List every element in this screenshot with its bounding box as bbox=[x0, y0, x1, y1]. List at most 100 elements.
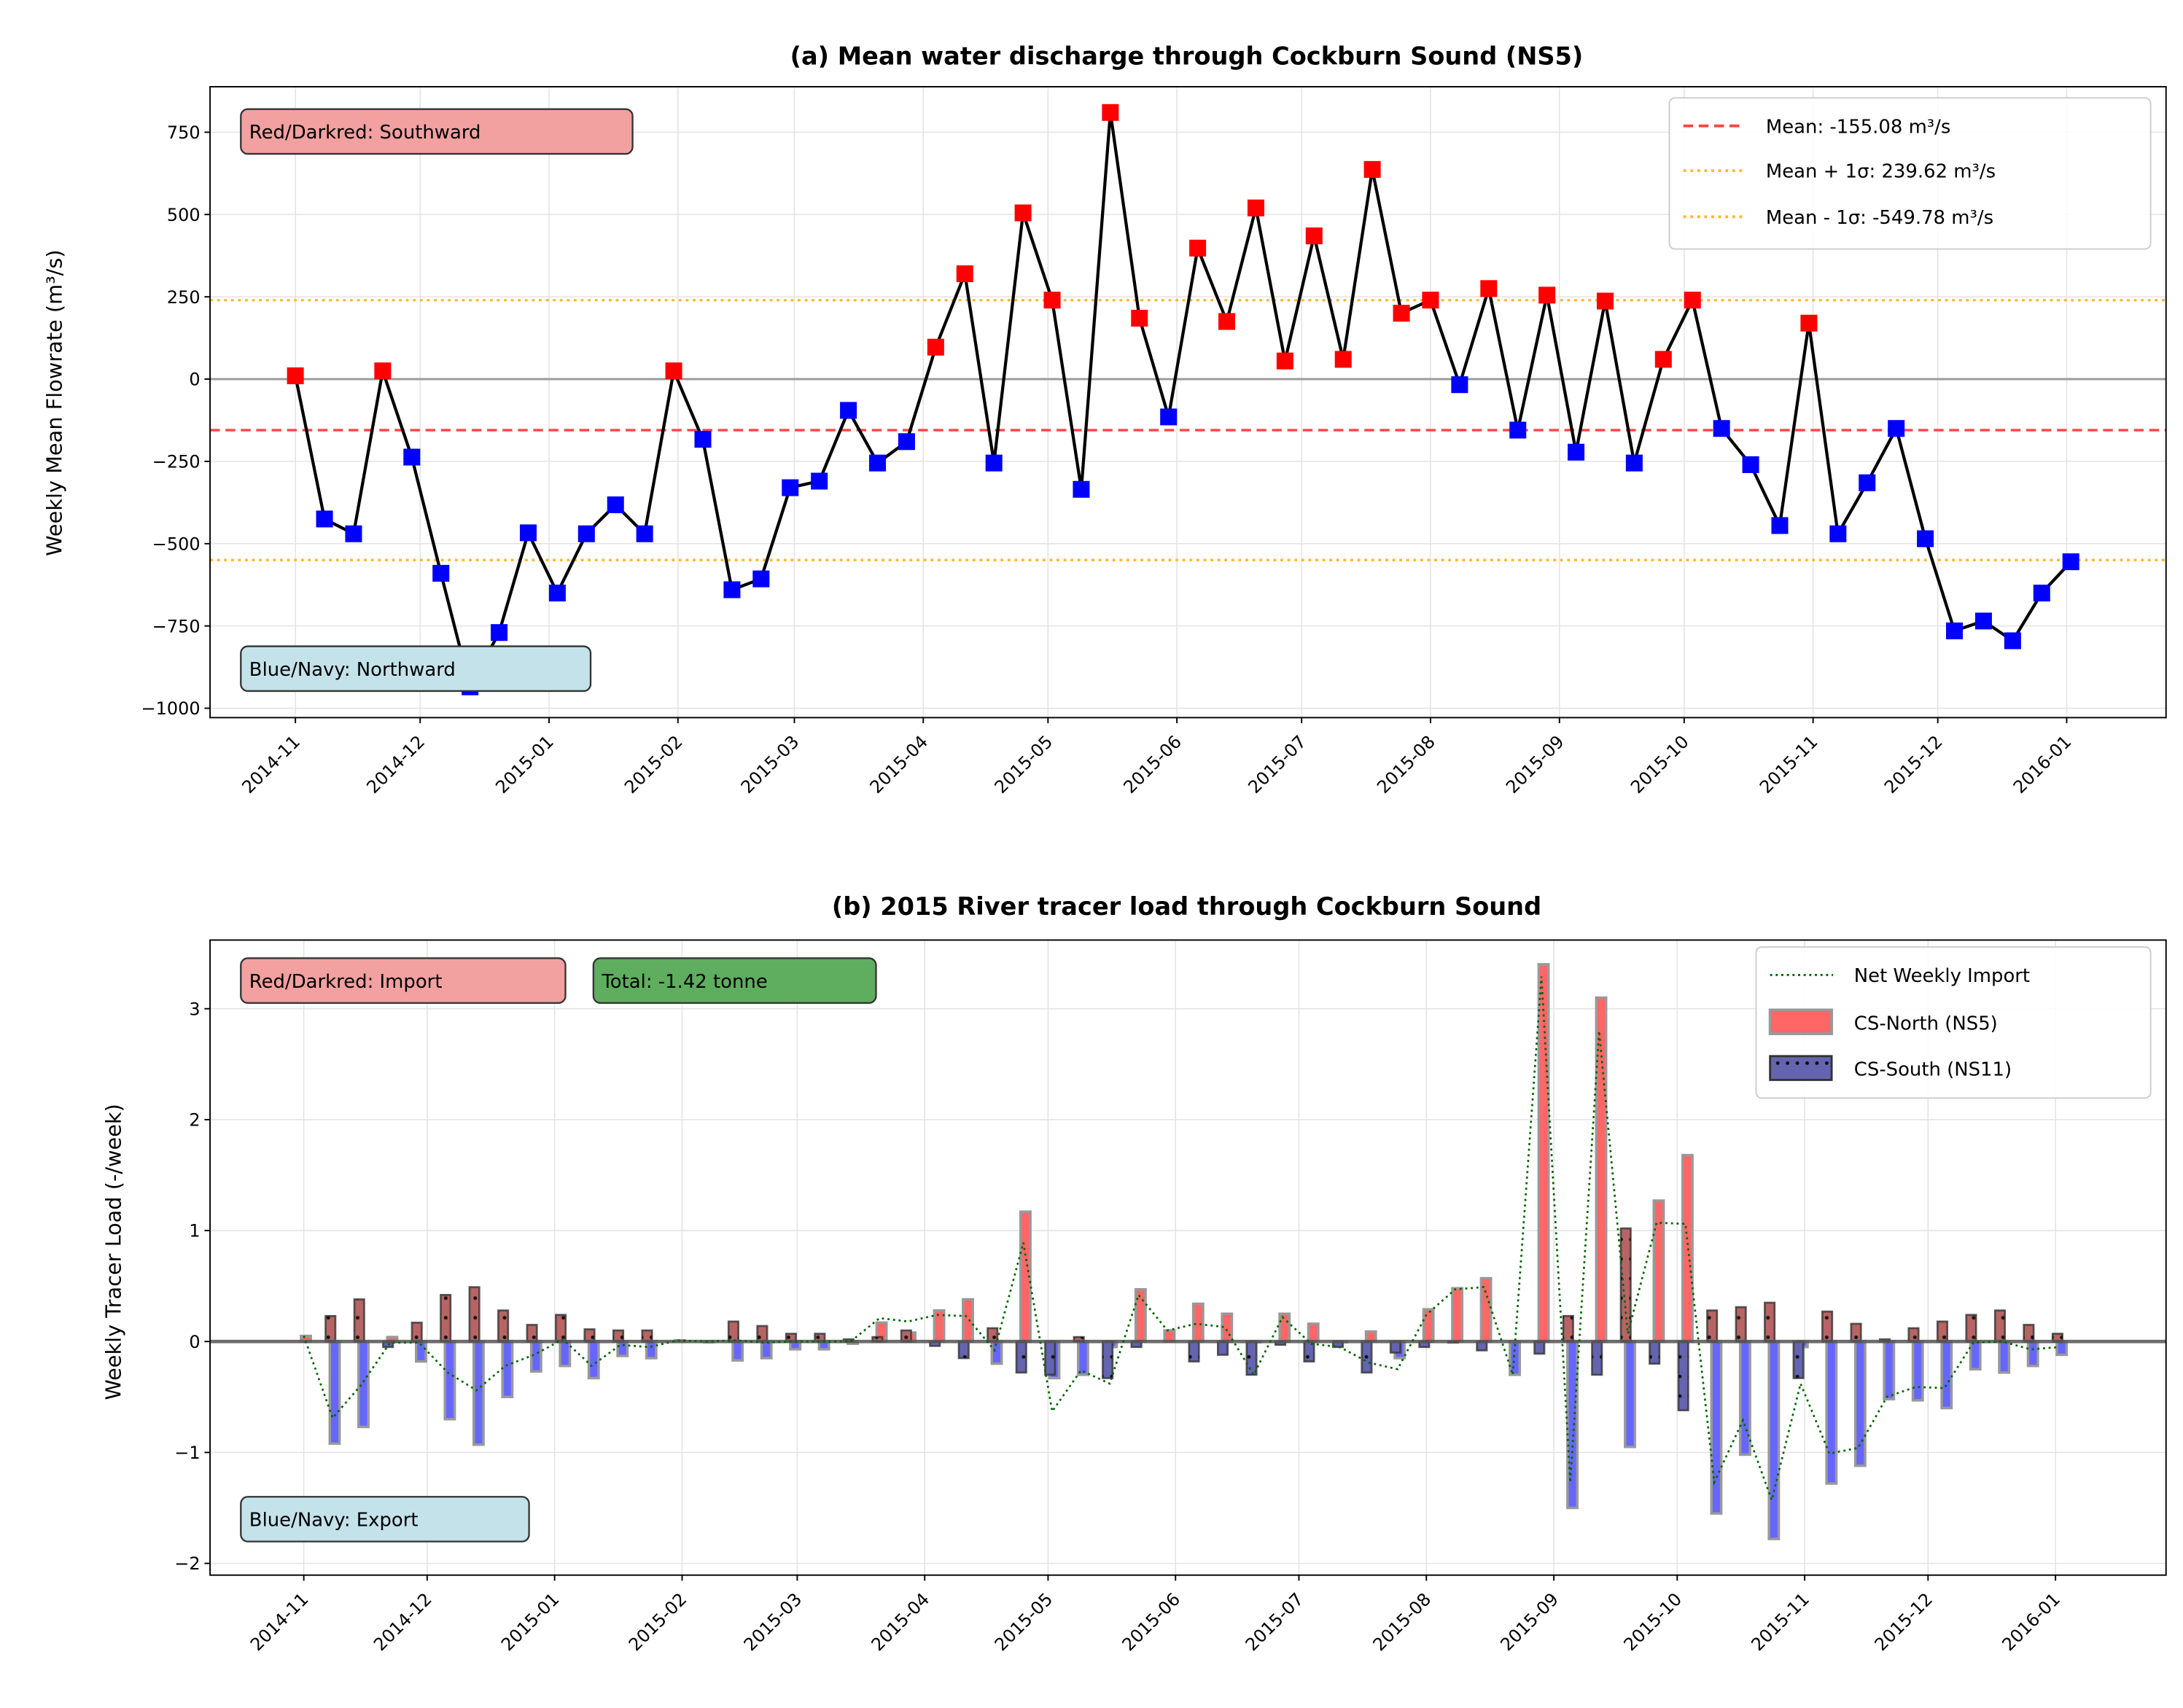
y-tick-label: −1 bbox=[174, 1443, 200, 1463]
ns11-bar-hatch bbox=[872, 1337, 883, 1342]
ns11-bar-hatch bbox=[786, 1333, 796, 1342]
ns5-bar bbox=[1710, 1340, 1723, 1515]
ns5-bar bbox=[501, 1340, 514, 1399]
ns11-bar-hatch bbox=[728, 1321, 739, 1342]
legend-mean-label: Mean: -155.08 m³/s bbox=[1766, 116, 1950, 138]
flowrate-point bbox=[636, 525, 653, 542]
x-tick-label: 2015-10 bbox=[1627, 731, 1693, 798]
ns11-bar-hatch bbox=[1822, 1311, 1832, 1342]
ns5-bar bbox=[1422, 1308, 1435, 1343]
ns11-bar-hatch bbox=[814, 1333, 825, 1342]
flowrate-point bbox=[1393, 305, 1410, 322]
ns5-bar bbox=[760, 1340, 773, 1360]
ns11-bar-hatch bbox=[526, 1325, 537, 1342]
annotation-southward-text: Red/Darkred: Southward bbox=[249, 122, 481, 144]
ns11-bar-hatch bbox=[411, 1322, 422, 1342]
flowrate-point bbox=[491, 624, 508, 642]
flowrate-point bbox=[1363, 160, 1381, 178]
annotation-total-text: Total: -1.42 tonne bbox=[601, 971, 767, 993]
panel-a-plot bbox=[210, 104, 2166, 695]
annotation-northward: Blue/Navy: Northward bbox=[240, 645, 592, 693]
annotation-import-text: Red/Darkred: Import bbox=[249, 971, 443, 993]
x-tick-label: 2015-11 bbox=[1747, 1589, 1813, 1656]
flowrate-point bbox=[548, 585, 566, 602]
ns11-bar-hatch bbox=[987, 1327, 997, 1342]
ns11-bar-hatch bbox=[1735, 1307, 1746, 1342]
flowrate-point bbox=[1800, 314, 1818, 332]
x-tick-label: 2014-11 bbox=[246, 1589, 313, 1656]
ns5-bar bbox=[559, 1340, 572, 1368]
ns5-bar bbox=[645, 1340, 658, 1360]
flowrate-point bbox=[1160, 408, 1178, 426]
x-tick-label: 2015-04 bbox=[868, 1589, 934, 1656]
ns5-bar bbox=[1681, 1153, 1694, 1343]
flowrate-point bbox=[752, 570, 770, 588]
ns11-bar-hatch bbox=[1218, 1341, 1228, 1355]
ns5-bar bbox=[1278, 1312, 1291, 1343]
ns5-bar bbox=[443, 1340, 456, 1421]
legend-north-label: CS-North (NS5) bbox=[1854, 1013, 1998, 1034]
ns11-bar-hatch bbox=[1333, 1341, 1343, 1347]
panel-a-title: (a) Mean water discharge through Cockbur… bbox=[790, 42, 1584, 70]
flowrate-point bbox=[1218, 313, 1236, 330]
flowrate-point bbox=[1917, 530, 1934, 547]
y-tick-label: 1 bbox=[189, 1221, 200, 1241]
x-tick-label: 2015-04 bbox=[866, 731, 933, 798]
flowrate-point bbox=[316, 510, 333, 528]
y-tick-label: −500 bbox=[152, 534, 201, 554]
ns11-bar-hatch bbox=[1563, 1316, 1573, 1342]
x-tick-label: 2015-05 bbox=[991, 1589, 1057, 1656]
ns5-bar bbox=[1969, 1340, 1982, 1371]
flowrate-point bbox=[2033, 585, 2050, 602]
ns11-bar-hatch bbox=[1304, 1341, 1315, 1362]
ns11-bar-hatch bbox=[1419, 1341, 1430, 1347]
ns11-bar-hatch bbox=[1534, 1341, 1545, 1354]
ns5-bar bbox=[1451, 1287, 1464, 1343]
legend-south-label: CS-South (NS11) bbox=[1854, 1059, 2012, 1081]
ns11-bar-hatch bbox=[1102, 1341, 1113, 1379]
ns5-bar bbox=[1076, 1340, 1089, 1376]
flowrate-point bbox=[1713, 420, 1730, 437]
x-tick-label: 2016-01 bbox=[2009, 731, 2076, 798]
flowrate-point bbox=[898, 433, 915, 451]
panel-b-title: (b) 2015 River tracer load through Cockb… bbox=[832, 892, 1541, 921]
ns11-bar-hatch bbox=[1621, 1228, 1631, 1342]
ns5-bar bbox=[1998, 1340, 2011, 1374]
ns5-bar bbox=[1738, 1340, 1751, 1457]
ns11-bar-hatch bbox=[901, 1330, 911, 1342]
x-tick-label: 2015-06 bbox=[1118, 1589, 1185, 1656]
x-tick-label: 2015-09 bbox=[1502, 731, 1568, 798]
y-tick-label: 2 bbox=[189, 1110, 200, 1131]
panel-b-legend: Net Weekly Import CS-North (NS5) CS-Sout… bbox=[1755, 946, 2152, 1099]
y-tick-label: 750 bbox=[167, 122, 201, 143]
ns5-bar bbox=[1853, 1340, 1867, 1467]
flowrate-point bbox=[694, 431, 712, 448]
ns5-bar bbox=[1191, 1302, 1205, 1343]
x-tick-label: 2015-01 bbox=[497, 1589, 564, 1656]
ns11-bar-hatch bbox=[930, 1341, 940, 1346]
x-tick-label: 2015-03 bbox=[737, 731, 803, 798]
panel-a-axes-frame bbox=[209, 86, 2167, 719]
ns5-bar bbox=[587, 1340, 600, 1380]
x-tick-label: 2015-07 bbox=[1242, 1589, 1308, 1656]
ns5-bar bbox=[1566, 1340, 1579, 1510]
flowrate-point bbox=[403, 448, 421, 466]
y-tick-label: −750 bbox=[152, 616, 201, 636]
flowrate-point bbox=[374, 362, 392, 380]
y-tick-label: −250 bbox=[152, 452, 201, 472]
ns11-bar-hatch bbox=[440, 1295, 451, 1342]
ns5-bar bbox=[2026, 1340, 2039, 1368]
ns5-bar bbox=[962, 1298, 974, 1343]
x-tick-label: 2015-06 bbox=[1119, 731, 1186, 798]
flowrate-point bbox=[985, 454, 1003, 472]
flowrate-point bbox=[1276, 352, 1293, 370]
ns11-bar-hatch bbox=[1390, 1341, 1401, 1353]
panel-a-y-axis-label: Weekly Mean Flowrate (m³/s) bbox=[42, 249, 67, 555]
ns11-bar-hatch bbox=[1995, 1310, 2005, 1342]
ns11-bar-hatch bbox=[1678, 1341, 1689, 1411]
ns11-bar-hatch bbox=[1188, 1341, 1199, 1362]
ns11-bar-hatch bbox=[1361, 1341, 1372, 1373]
ns11-bar-hatch bbox=[1764, 1302, 1775, 1342]
ns11-bar-hatch bbox=[2052, 1333, 2063, 1342]
y-tick-label: 500 bbox=[167, 205, 201, 225]
